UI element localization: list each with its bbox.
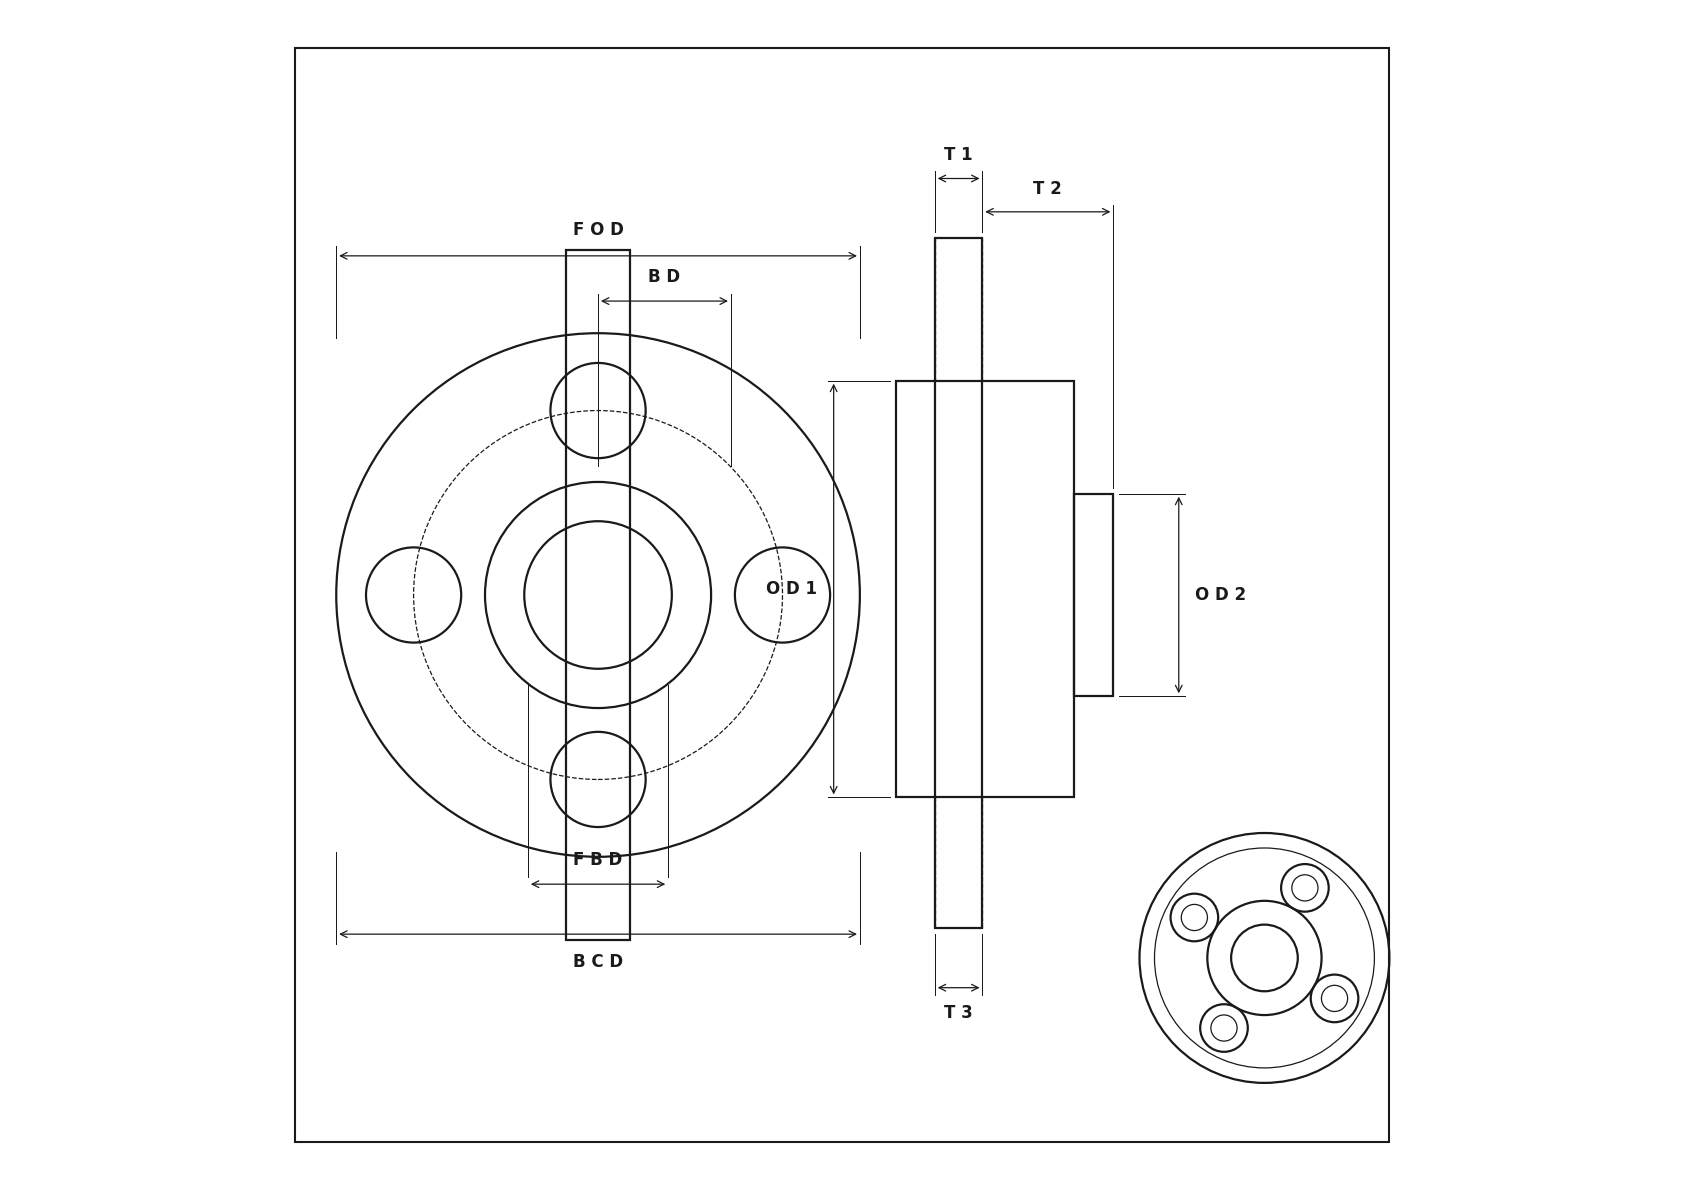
Text: O D 2: O D 2 <box>1196 585 1246 605</box>
Text: T 1: T 1 <box>945 146 973 164</box>
Text: T 2: T 2 <box>1034 180 1063 198</box>
Text: T 3: T 3 <box>945 1004 973 1022</box>
Text: F B D: F B D <box>574 851 623 869</box>
Text: B C D: B C D <box>573 953 623 971</box>
Text: F O D: F O D <box>573 221 623 239</box>
Text: B D: B D <box>648 268 680 286</box>
Text: O D 1: O D 1 <box>766 580 817 599</box>
